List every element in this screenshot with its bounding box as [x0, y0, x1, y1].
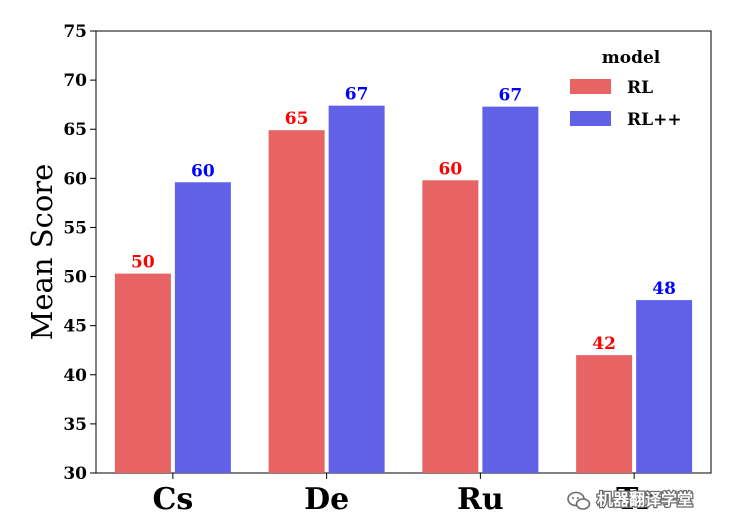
- y-tick-label: 70: [63, 71, 87, 91]
- bar-rlpp-tr: [636, 300, 693, 473]
- bar-value-label: 50: [131, 253, 155, 273]
- bar-rl-tr: [576, 355, 633, 473]
- legend-swatch-rl: [570, 79, 611, 94]
- bar-rlpp-cs: [174, 182, 231, 474]
- bar-value-label: 42: [592, 334, 616, 354]
- bar-value-label: 65: [285, 109, 309, 129]
- x-tick-label: De: [304, 482, 349, 517]
- x-tick-label: Cs: [152, 482, 193, 517]
- bar-rlpp-de: [328, 105, 385, 473]
- bar-rl-ru: [422, 180, 479, 473]
- y-tick-label: 75: [63, 22, 87, 42]
- bar-rl-de: [268, 130, 325, 473]
- bar-value-label: 60: [191, 161, 215, 181]
- bar-rlpp-ru: [482, 106, 539, 474]
- x-tick-label: Ru: [457, 482, 504, 517]
- bars: [114, 105, 693, 474]
- y-tick-label: 45: [63, 317, 87, 337]
- legend-label-rl: RL: [627, 78, 653, 98]
- legend-title: model: [602, 48, 661, 68]
- y-tick-label: 40: [63, 366, 87, 386]
- bar-value-label: 48: [652, 279, 676, 299]
- y-axis-title: Mean Score: [25, 164, 59, 341]
- bar-value-labels: 50 60 65 67 60 67 42 48: [131, 85, 676, 354]
- watermark-text: 机器翻译学堂: [597, 490, 693, 509]
- y-tick-label: 35: [63, 415, 87, 435]
- legend: model RL RL++: [570, 48, 682, 130]
- bar-value-label: 67: [499, 86, 523, 106]
- y-tick-label: 30: [63, 464, 87, 484]
- bar-rl-cs: [114, 273, 171, 473]
- bar-value-label: 60: [439, 159, 463, 179]
- wechat-icon: [567, 491, 591, 510]
- watermark: 机器翻译学堂: [567, 489, 694, 510]
- y-axis: 30 35 40 45 50 55 60 65 70 75: [63, 22, 96, 484]
- y-tick-label: 55: [63, 218, 87, 238]
- legend-label-rl-plus-plus: RL++: [627, 110, 682, 130]
- x-tick-label: Tr: [616, 482, 653, 517]
- legend-swatch-rl-plus-plus: [570, 111, 611, 126]
- bar-value-label: 67: [345, 85, 369, 105]
- x-axis: Cs De Ru Tr: [152, 473, 653, 517]
- y-tick-label: 65: [63, 120, 87, 140]
- y-tick-label: 50: [63, 268, 87, 288]
- y-tick-label: 60: [63, 169, 87, 189]
